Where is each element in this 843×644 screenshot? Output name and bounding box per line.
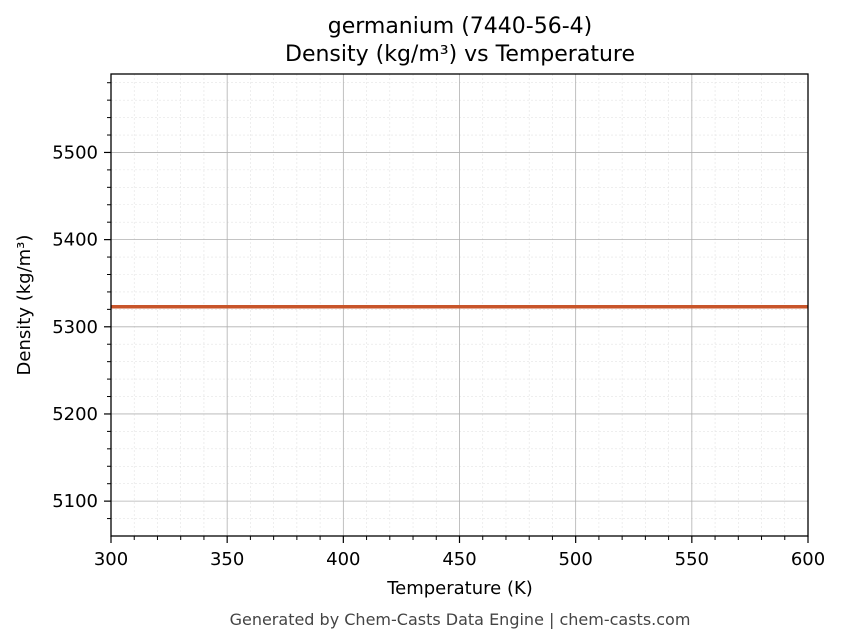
footer-credit: Generated by Chem-Casts Data Engine | ch…: [230, 610, 691, 629]
x-tick-label: 450: [442, 549, 476, 570]
x-tick-label: 350: [210, 549, 244, 570]
y-tick-label: 5400: [52, 230, 98, 251]
x-tick-label: 300: [94, 549, 128, 570]
x-tick-label: 550: [675, 549, 709, 570]
y-tick-label: 5200: [52, 404, 98, 425]
chart-title-line2: Density (kg/m³) vs Temperature: [285, 42, 635, 67]
x-axis-ticks: 300 350 400 450 500 550 600: [94, 536, 825, 570]
x-tick-label: 400: [326, 549, 360, 570]
y-tick-label: 5500: [52, 142, 98, 163]
chart-title-line1: germanium (7440-56-4): [328, 14, 593, 39]
y-axis-label: Density (kg/m³): [14, 235, 35, 376]
x-axis-label: Temperature (K): [386, 578, 533, 599]
y-tick-label: 5300: [52, 317, 98, 338]
y-axis-ticks: 5100 5200 5300 5400 5500: [52, 82, 111, 520]
y-tick-label: 5100: [52, 491, 98, 512]
x-tick-label: 600: [791, 549, 825, 570]
x-tick-label: 500: [558, 549, 592, 570]
major-grid: [111, 74, 808, 536]
